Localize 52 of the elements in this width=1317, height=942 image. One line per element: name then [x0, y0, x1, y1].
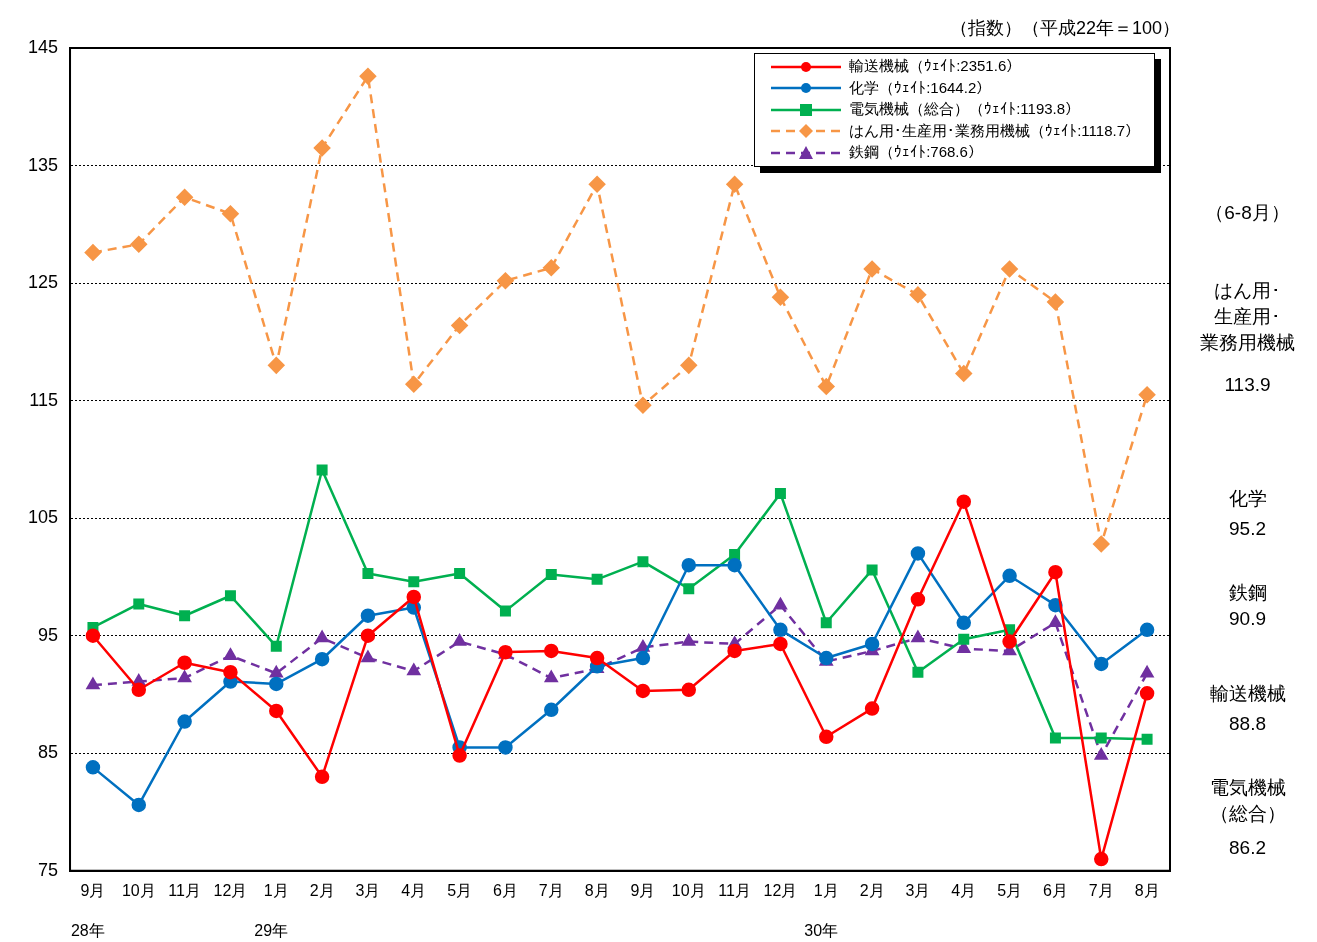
x-tick-label: 3月	[355, 881, 381, 899]
text: 輸送機械	[1208, 682, 1287, 706]
x-tick-label: 9月	[630, 881, 656, 899]
text: 鉄鋼	[1227, 581, 1268, 605]
text: 電気機械（総合）	[1208, 776, 1287, 826]
y-tick-label: 135	[27, 154, 59, 175]
text: 30年	[804, 920, 839, 941]
text: 95.2	[1228, 517, 1267, 541]
legend-label: 鉄鋼（ｳｪｲﾄ:768.6）	[849, 143, 983, 163]
x-tick-label: 4月	[401, 881, 427, 899]
x-tick-label: 5月	[447, 881, 473, 899]
x-tick-label: 7月	[1088, 881, 1114, 899]
y-tick-label: 85	[38, 742, 59, 763]
text: 113.9	[1223, 373, 1272, 397]
x-tick-label: 7月	[538, 881, 564, 899]
x-tick-label: 12月	[213, 881, 248, 899]
legend-label: 化学（ｳｪｲﾄ:1644.2）	[849, 78, 992, 98]
y-tick-label: 145	[27, 36, 59, 57]
x-tick-label: 6月	[1042, 881, 1068, 899]
x-tick-label: 10月	[671, 881, 706, 899]
x-tick-label: 3月	[905, 881, 931, 899]
text: 化学	[1227, 487, 1268, 511]
x-tick-label: 10月	[121, 881, 156, 899]
text: （6-8月）	[1204, 201, 1291, 225]
x-tick-label: 1月	[263, 881, 289, 899]
y-tick-label: 75	[38, 859, 59, 880]
y-tick-label: 105	[27, 507, 59, 528]
x-tick-label: 6月	[492, 881, 518, 899]
y-tick-label: 95	[38, 624, 59, 645]
text: 29年	[254, 920, 289, 941]
text: はん用･生産用･業務用機械	[1199, 279, 1296, 355]
text: 28年	[70, 920, 105, 941]
x-tick-label: 2月	[859, 881, 885, 899]
legend-label: 輸送機械（ｳｪｲﾄ:2351.6）	[849, 57, 1022, 77]
y-tick-label: 125	[27, 272, 59, 293]
text: 90.9	[1228, 607, 1267, 631]
legend-label: はん用･生産用･業務用機械（ｳｪｲﾄ:1118.7）	[849, 121, 1140, 141]
x-tick-label: 8月	[1134, 881, 1160, 899]
text: 88.8	[1228, 712, 1267, 736]
x-tick-label: 1月	[813, 881, 839, 899]
x-tick-label: 9月	[80, 881, 106, 899]
legend-label: 電気機械（総合）（ｳｪｲﾄ:1193.8）	[849, 100, 1081, 120]
x-tick-label: 2月	[309, 881, 335, 899]
chart-subtitle: （指数）（平成22年＝100）	[949, 17, 1180, 40]
x-tick-label: 4月	[951, 881, 977, 899]
x-tick-label: 12月	[763, 881, 798, 899]
x-tick-label: 5月	[997, 881, 1023, 899]
x-tick-label: 8月	[584, 881, 610, 899]
x-tick-label: 11月	[718, 881, 751, 899]
x-tick-label: 11月	[168, 881, 201, 899]
y-tick-label: 115	[29, 389, 59, 410]
text: 86.2	[1228, 836, 1267, 860]
